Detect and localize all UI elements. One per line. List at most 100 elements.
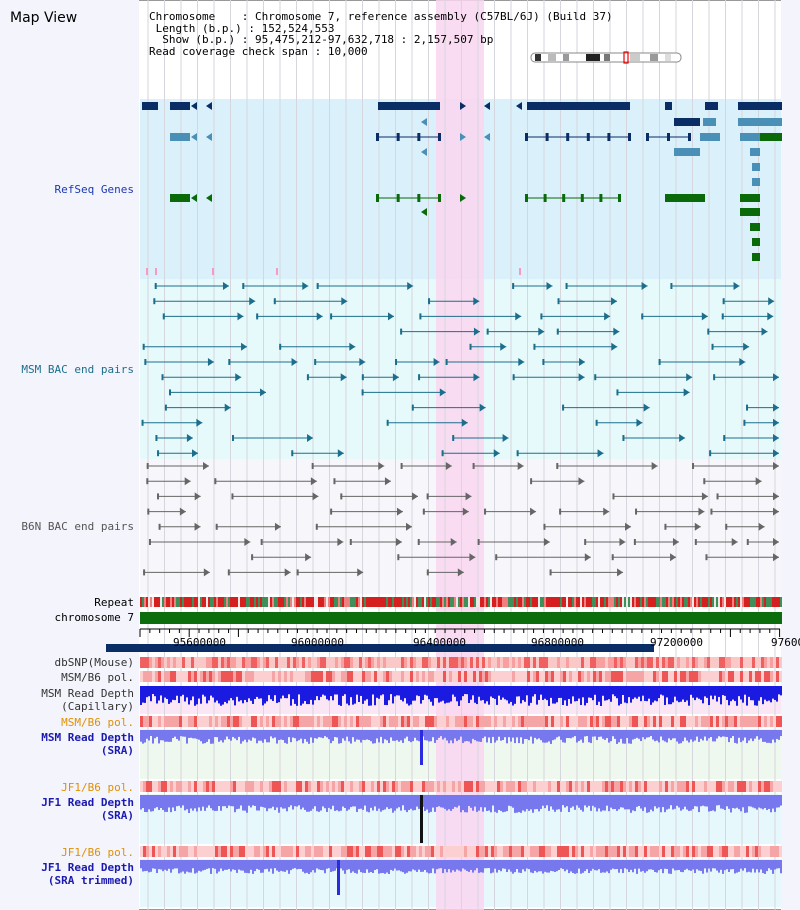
dbsnp-cell bbox=[251, 657, 254, 668]
capillary-depth-bar bbox=[328, 686, 330, 701]
msm-b6-pol-2-cell bbox=[230, 716, 233, 727]
capillary-depth-bar bbox=[594, 686, 596, 695]
msm-b6-pol-2-cell bbox=[392, 716, 395, 727]
msm-sra-depth-bar bbox=[192, 730, 194, 739]
jf1-b6-pol-cell bbox=[776, 781, 779, 792]
capillary-depth-bar bbox=[342, 686, 344, 696]
b6n-bac-end bbox=[417, 539, 420, 545]
strand-arrow bbox=[237, 312, 244, 321]
repeat-segment bbox=[738, 597, 740, 607]
jf1-trim-depth-bar bbox=[310, 860, 312, 873]
jf1-sra-depth-bar bbox=[178, 795, 180, 806]
repeat-segment bbox=[700, 597, 702, 607]
jf1-b6-pol-cell bbox=[248, 781, 251, 792]
jf1-sra-depth-bar bbox=[446, 795, 448, 811]
msm-b6-pol-2-cell bbox=[554, 716, 557, 727]
msm-b6-pol-2-cell bbox=[206, 716, 209, 727]
jf1-b6-pol-cell bbox=[647, 781, 650, 792]
jf1-b6-pol-cell bbox=[632, 781, 635, 792]
jf1-b6-pol-2-cell bbox=[338, 846, 341, 857]
strand-arrow bbox=[206, 133, 212, 141]
track-label-msm-depth-capillary[interactable]: MSM Read Depth (Capillary) bbox=[41, 687, 134, 713]
track-label-jf1-b6-pol-2[interactable]: JF1/B6 pol. bbox=[61, 846, 134, 859]
repeat-segment bbox=[432, 597, 434, 607]
jf1-b6-pol-2-cell bbox=[251, 846, 254, 857]
jf1-trim-depth-bar bbox=[142, 860, 144, 872]
msm-b6-pol-2-cell bbox=[365, 716, 368, 727]
track-label-dbsnp[interactable]: dbSNP(Mouse) bbox=[54, 656, 134, 669]
msm-b6-pol-2-cell bbox=[248, 716, 251, 727]
b6n-bac-end bbox=[397, 554, 400, 561]
jf1-b6-pol-cell bbox=[290, 781, 293, 792]
track-label-msm-b6-pol[interactable]: MSM/B6 pol. bbox=[61, 671, 134, 684]
jf1-b6-pol-cell bbox=[386, 781, 389, 792]
msm-sra-depth-bar bbox=[684, 730, 686, 738]
jf1-b6-pol-cell bbox=[761, 781, 764, 792]
dbsnp-cell bbox=[524, 657, 527, 668]
msm-b6-pol-cell bbox=[536, 671, 539, 682]
track-label-b6n-bac[interactable]: B6N BAC end pairs bbox=[21, 520, 134, 533]
jf1-sra-depth-bar bbox=[496, 795, 498, 813]
track-label-msm-bac[interactable]: MSM BAC end pairs bbox=[21, 363, 134, 376]
track-label-jf1-depth-trimmed[interactable]: JF1 Read Depth (SRA trimmed) bbox=[41, 861, 134, 887]
capillary-depth-bar bbox=[742, 686, 744, 703]
repeat-segment bbox=[512, 597, 514, 607]
dbsnp-cell bbox=[176, 657, 179, 668]
jf1-sra-depth-bar bbox=[538, 795, 540, 812]
gene-block bbox=[752, 163, 760, 171]
track-label-jf1-b6-pol[interactable]: JF1/B6 pol. bbox=[61, 781, 134, 794]
msm-b6-pol-cell bbox=[587, 671, 590, 682]
dbsnp-cell bbox=[212, 657, 215, 668]
repeat-segment bbox=[594, 597, 596, 607]
jf1-sra-depth-bar bbox=[254, 795, 256, 806]
jf1-trim-depth-bar bbox=[754, 860, 756, 873]
dbsnp-cell bbox=[470, 657, 473, 668]
capillary-depth-bar bbox=[574, 686, 576, 702]
track-label-msm-depth-sra[interactable]: MSM Read Depth (SRA) bbox=[41, 731, 134, 757]
jf1-trim-depth-bar bbox=[536, 860, 538, 873]
b6n-bac-end bbox=[484, 508, 487, 515]
jf1-trim-depth-bar bbox=[652, 860, 654, 870]
strand-arrow bbox=[460, 133, 466, 141]
jf1-trim-depth-bar bbox=[510, 860, 512, 872]
axis-tick-label: 97200000 bbox=[650, 636, 703, 649]
msm-sra-depth-bar bbox=[430, 730, 432, 742]
jf1-trim-depth-bar bbox=[316, 860, 318, 869]
track-label-jf1-depth-sra[interactable]: JF1 Read Depth (SRA) bbox=[41, 796, 134, 822]
repeat-segment bbox=[246, 597, 248, 607]
capillary-depth-bar bbox=[336, 686, 338, 695]
msm-b6-pol-2-cell bbox=[443, 716, 446, 727]
jf1-b6-pol-cell bbox=[542, 781, 545, 792]
track-label-msm-b6-pol-2[interactable]: MSM/B6 pol. bbox=[61, 716, 134, 729]
track-label-repeat[interactable]: Repeat bbox=[94, 596, 134, 609]
capillary-depth-bar bbox=[210, 686, 212, 696]
msm-sra-depth-bar bbox=[642, 730, 644, 738]
msm-b6-pol-cell bbox=[716, 671, 719, 682]
jf1-sra-depth-bar bbox=[458, 795, 460, 806]
jf1-trim-depth-bar bbox=[502, 860, 504, 869]
msm-sra-depth-bar bbox=[640, 730, 642, 742]
msm-b6-pol-cell bbox=[224, 671, 227, 682]
gene-block bbox=[665, 194, 705, 202]
msm-b6-pol-cell bbox=[173, 671, 176, 682]
jf1-trim-depth-bar bbox=[206, 860, 208, 869]
msm-b6-pol-cell bbox=[692, 671, 695, 682]
track-label-chromosome[interactable]: chromosome 7 bbox=[54, 611, 134, 624]
jf1-sra-depth-bar bbox=[502, 795, 504, 813]
msm-sra-depth-bar bbox=[572, 730, 574, 738]
msm-bac-end bbox=[713, 374, 716, 381]
capillary-depth-bar bbox=[416, 686, 418, 696]
msm-bac-end bbox=[231, 435, 234, 441]
jf1-trim-depth-bar bbox=[312, 860, 314, 871]
highlight-region bbox=[436, 0, 484, 910]
b6n-bac-end bbox=[633, 539, 636, 545]
jf1-sra-depth-bar bbox=[222, 795, 224, 807]
msm-b6-pol-cell bbox=[179, 671, 182, 682]
track-label-refseq[interactable]: RefSeq Genes bbox=[54, 183, 134, 196]
ideogram-band bbox=[586, 54, 600, 61]
jf1-sra-depth-bar bbox=[516, 795, 518, 813]
jf1-b6-pol-cell bbox=[659, 781, 662, 792]
capillary-depth-bar bbox=[276, 686, 278, 703]
msm-sra-depth-bar bbox=[582, 730, 584, 743]
